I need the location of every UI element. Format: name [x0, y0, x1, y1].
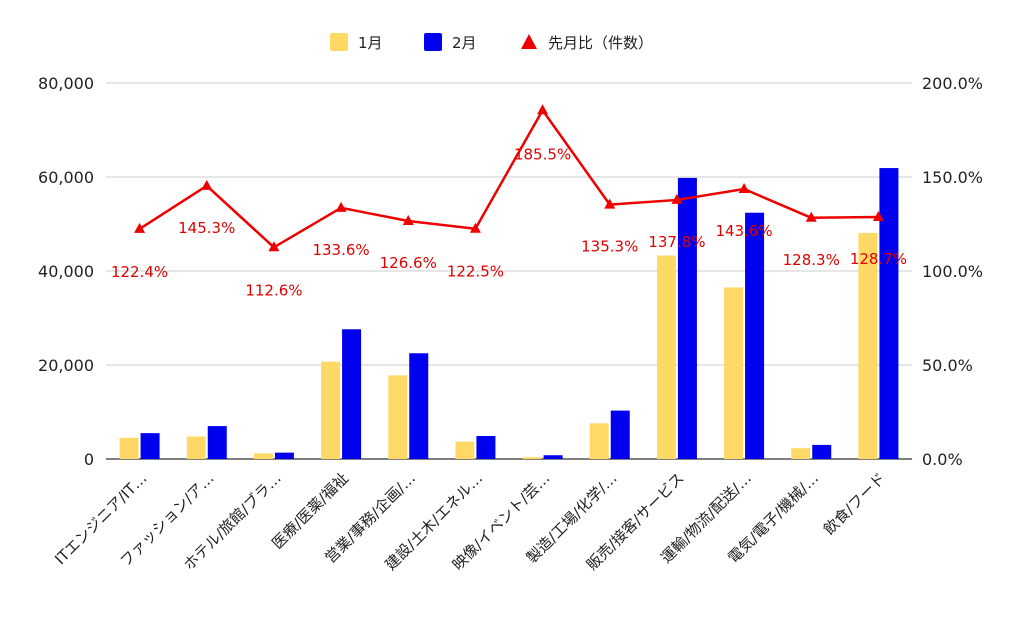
- legend-swatch: [330, 33, 348, 51]
- ratio-point: [738, 183, 750, 194]
- bar-feb: [274, 452, 294, 459]
- bar-jan: [656, 255, 676, 459]
- bar-feb: [879, 168, 899, 459]
- right-tick-label: 50.0%: [922, 356, 973, 375]
- ratio-data-label: 135.3%: [581, 238, 638, 256]
- legend-label: 1月: [358, 34, 383, 52]
- right-tick-label: 0.0%: [922, 450, 963, 469]
- ratio-point: [268, 241, 280, 252]
- bar-jan: [388, 375, 408, 459]
- ratio-point: [604, 198, 616, 209]
- bar-feb: [207, 426, 227, 459]
- ratio-point: [402, 214, 414, 225]
- ratio-data-label: 112.6%: [245, 281, 302, 299]
- right-tick-label: 150.0%: [922, 168, 983, 187]
- bar-feb: [140, 433, 160, 459]
- bar-feb: [543, 455, 563, 459]
- left-axis-ticks: 0 20,000 40,000 60,000 80,000: [38, 74, 94, 469]
- bar-feb: [812, 444, 832, 459]
- bar-jan: [119, 437, 139, 459]
- bar-feb: [342, 329, 362, 459]
- ratio-data-label: 133.6%: [312, 241, 369, 259]
- ratio-point: [201, 179, 213, 190]
- legend-label: 先月比（件数）: [548, 34, 653, 52]
- legend-triangle-icon: [521, 34, 537, 49]
- bar-feb: [610, 410, 630, 459]
- bar-jan: [791, 448, 811, 459]
- category-label: 飲食/フード: [820, 469, 889, 538]
- ratio-data-label: 122.4%: [111, 263, 168, 281]
- ratio-line: [138, 109, 879, 249]
- gridlines: [106, 82, 912, 460]
- bar-feb: [476, 435, 496, 459]
- bar-jan: [724, 287, 744, 459]
- ratio-data-label: 128.3%: [783, 251, 840, 269]
- ratio-data-label: 143.6%: [715, 222, 772, 240]
- ratio-data-label: 145.3%: [178, 219, 235, 237]
- right-tick-label: 100.0%: [922, 262, 983, 281]
- right-tick-label: 200.0%: [922, 74, 983, 93]
- ratio-data-label: 126.6%: [380, 254, 437, 272]
- ratio-line-series: 122.4% 145.3% 112.6% 133.6% 126.6% 122.5% 185.…: [111, 104, 907, 299]
- bar-jan: [186, 436, 206, 459]
- right-axis-ticks: 0.0% 50.0% 100.0% 150.0% 200.0%: [922, 74, 983, 469]
- bar-feb: [677, 177, 697, 459]
- ratio-point: [537, 104, 549, 115]
- ratio-data-label: 122.5%: [447, 263, 504, 281]
- bar-jan: [321, 361, 341, 459]
- legend-label: 2月: [452, 34, 477, 52]
- bar-jan: [253, 453, 273, 459]
- left-tick-label: 0: [84, 450, 94, 469]
- ratio-point: [134, 222, 146, 233]
- left-tick-label: 40,000: [38, 262, 94, 281]
- legend-swatch: [424, 33, 442, 51]
- legend: 1月 2月 先月比（件数）: [330, 33, 653, 52]
- bar-jan: [522, 457, 542, 459]
- left-tick-label: 80,000: [38, 74, 94, 93]
- ratio-point: [805, 211, 817, 222]
- bar-jan: [858, 232, 878, 459]
- bar-jan: [455, 441, 475, 459]
- bar-series: [119, 168, 899, 459]
- ratio-point: [335, 201, 347, 212]
- ratio-point: [872, 211, 884, 222]
- ratio-data-label: 128.7%: [850, 250, 907, 268]
- left-tick-label: 60,000: [38, 168, 94, 187]
- ratio-data-label: 137.8%: [648, 233, 705, 251]
- bar-feb: [409, 353, 429, 459]
- bar-feb: [745, 212, 765, 459]
- ratio-point: [671, 193, 683, 204]
- ratio-point: [469, 222, 481, 233]
- category-labels: ITエンジニア/IT…ファッション/ア…ホテル/旅館/ブラ…医療/医薬/福祉営業…: [51, 469, 889, 574]
- ratio-data-label: 185.5%: [514, 145, 571, 163]
- bar-jan: [589, 423, 609, 459]
- left-tick-label: 20,000: [38, 356, 94, 375]
